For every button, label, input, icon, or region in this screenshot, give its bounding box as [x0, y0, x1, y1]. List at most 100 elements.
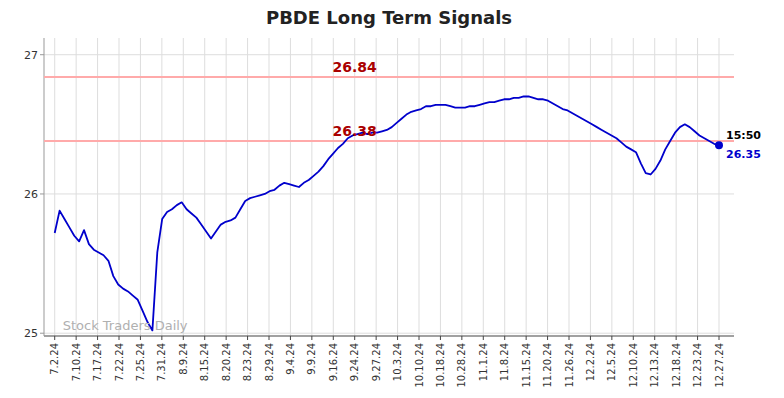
price-line	[55, 96, 719, 330]
tick	[333, 336, 334, 340]
grid-line	[311, 38, 312, 336]
tick-label: 12.23.24	[692, 343, 703, 388]
plot-area	[44, 77, 734, 330]
tick-label: 7.25.24	[135, 343, 146, 381]
tick-label: 10.10.24	[414, 343, 425, 388]
tick	[76, 336, 77, 340]
tick	[40, 333, 44, 334]
grid-line	[54, 38, 55, 336]
tick	[547, 336, 548, 340]
x-axis	[44, 335, 734, 336]
tick	[40, 193, 44, 194]
tick-label: 7.2.24	[49, 343, 60, 375]
grid-line	[654, 38, 655, 336]
tick-label: 12.18.24	[671, 343, 682, 388]
signal-line	[44, 140, 734, 142]
tick-label: 26	[24, 188, 38, 201]
grid-line	[97, 38, 98, 336]
tick-label: 8.15.24	[199, 343, 210, 381]
grid-line	[483, 38, 484, 336]
last-point	[715, 141, 723, 149]
tick-label: 12.5.24	[606, 343, 617, 381]
grid-line	[161, 38, 162, 336]
tick	[119, 336, 120, 340]
tick-label: 9.24.24	[349, 343, 360, 381]
grid-line	[590, 38, 591, 336]
grid-line	[569, 38, 570, 336]
tick-label: 7.10.24	[71, 343, 82, 381]
tick	[697, 336, 698, 340]
tick-label: 12.2.24	[585, 343, 596, 381]
tick	[419, 336, 420, 340]
tick	[140, 336, 141, 340]
grid-line	[397, 38, 398, 336]
signal-label: 26.84	[333, 59, 378, 75]
tick-label: 7.17.24	[92, 343, 103, 381]
annotation: 26.35	[726, 148, 761, 161]
grid-line	[676, 38, 677, 336]
grid-line	[504, 38, 505, 336]
annotation: 15:50	[726, 129, 761, 142]
grid-line	[547, 38, 548, 336]
grid-line	[269, 38, 270, 336]
tick-label: 9.9.24	[306, 343, 317, 375]
tick	[226, 336, 227, 340]
grid-line	[290, 38, 291, 336]
watermark: Stock Traders Daily	[63, 318, 188, 333]
grid-line	[333, 38, 334, 336]
tick	[461, 336, 462, 340]
tick	[504, 336, 505, 340]
tick	[269, 336, 270, 340]
tick-label: 9.16.24	[328, 343, 339, 381]
grid-line	[44, 193, 734, 194]
tick	[569, 336, 570, 340]
tick-label: 11.26.24	[564, 343, 575, 388]
grid-line	[226, 38, 227, 336]
chart: 2526277.2.247.10.247.17.247.22.247.25.24…	[0, 0, 784, 398]
tick	[654, 336, 655, 340]
grid-line	[183, 38, 184, 336]
tick	[676, 336, 677, 340]
tick	[611, 336, 612, 340]
tick-label: 7.31.24	[156, 343, 167, 381]
tick	[526, 336, 527, 340]
tick-label: 10.3.24	[392, 343, 403, 381]
grid-line	[247, 38, 248, 336]
tick-label: 7.22.24	[114, 343, 125, 381]
tick	[397, 336, 398, 340]
tick-label: 12.10.24	[628, 343, 639, 388]
tick	[54, 336, 55, 340]
grid-line	[719, 38, 720, 336]
tick-label: 12.13.24	[649, 343, 660, 388]
tick	[376, 336, 377, 340]
grid-line	[697, 38, 698, 336]
tick	[97, 336, 98, 340]
tick-label: 9.27.24	[371, 343, 382, 381]
tick	[40, 54, 44, 55]
tick	[290, 336, 291, 340]
y-axis	[44, 38, 45, 336]
tick-label: 11.15.24	[521, 343, 532, 388]
tick-label: 8.23.24	[242, 343, 253, 381]
tick	[204, 336, 205, 340]
tick	[311, 336, 312, 340]
tick-label: 11.8.24	[499, 343, 510, 381]
tick	[483, 336, 484, 340]
tick	[183, 336, 184, 340]
signal-line	[44, 76, 734, 78]
grid-line	[76, 38, 77, 336]
tick	[440, 336, 441, 340]
tick-label: 8.20.24	[221, 343, 232, 381]
signal-label: 26.38	[333, 123, 377, 139]
grid-line	[440, 38, 441, 336]
grid-line	[633, 38, 634, 336]
grid-line	[376, 38, 377, 336]
grid-line	[44, 54, 734, 55]
grid-line	[354, 38, 355, 336]
grid-line	[526, 38, 527, 336]
grid-line	[140, 38, 141, 336]
grid-line	[611, 38, 612, 336]
tick-label: 12.27.24	[714, 343, 725, 388]
tick-label: 8.9.24	[178, 343, 189, 375]
tick	[354, 336, 355, 340]
